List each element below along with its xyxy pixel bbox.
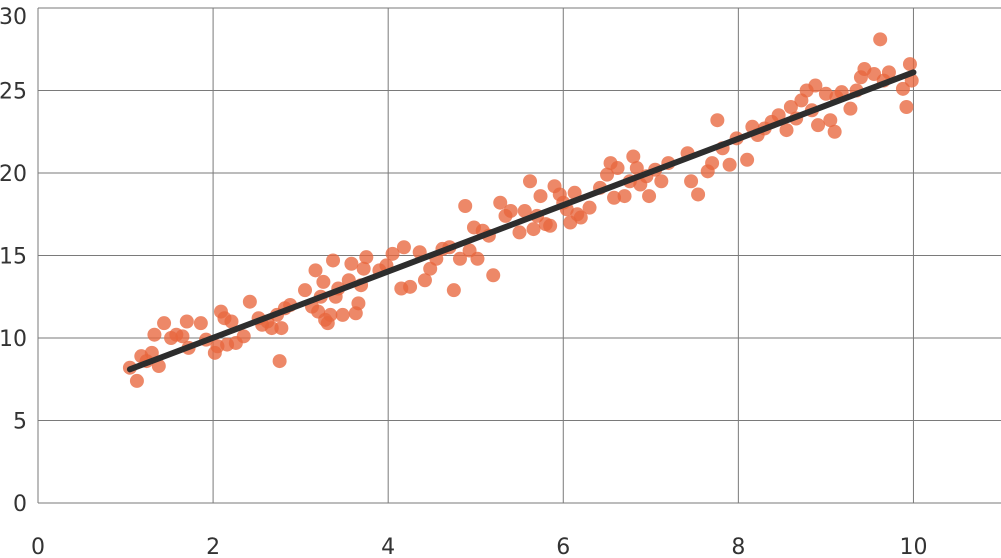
data-point: [899, 100, 914, 114]
data-point: [224, 314, 239, 329]
data-point: [823, 113, 838, 128]
data-point: [517, 203, 532, 218]
data-point: [783, 100, 798, 114]
data-point: [533, 189, 548, 204]
data-point: [818, 86, 833, 101]
y-tick-label: 25: [0, 80, 27, 105]
data-point: [779, 123, 794, 138]
data-point: [607, 190, 622, 205]
data-point: [503, 203, 518, 218]
data-point: [298, 283, 313, 298]
data-point: [308, 263, 323, 278]
trend-line: [126, 69, 917, 373]
data-point: [316, 274, 331, 289]
data-point: [617, 189, 632, 204]
data-point: [523, 174, 538, 189]
data-point: [236, 329, 251, 344]
data-point: [326, 253, 341, 268]
data-point: [396, 240, 411, 255]
data-point: [417, 273, 432, 288]
data-point: [385, 246, 400, 261]
data-point: [335, 307, 350, 322]
data-point: [486, 268, 501, 283]
data-point: [691, 187, 706, 202]
x-tick-label: 2: [206, 535, 220, 558]
data-point: [843, 101, 858, 116]
data-point: [446, 283, 461, 298]
data-point: [242, 294, 257, 309]
data-point: [654, 174, 669, 189]
data-point: [626, 149, 641, 164]
data-point: [359, 250, 374, 265]
x-axis-ticks: 0 2 4 6 8 10: [31, 535, 927, 558]
y-tick-label: 30: [0, 5, 27, 30]
data-point: [873, 32, 888, 47]
data-point: [526, 222, 541, 237]
y-tick-label: 5: [13, 410, 27, 435]
data-point: [827, 124, 842, 139]
data-point: [493, 195, 508, 210]
data-point: [710, 113, 725, 128]
data-point: [356, 261, 371, 276]
data-point: [582, 200, 597, 215]
data-point: [351, 296, 366, 311]
trend-line-group: [126, 69, 917, 373]
data-point: [129, 373, 144, 388]
x-tick-label: 4: [381, 535, 395, 558]
data-point: [193, 316, 208, 331]
data-point: [642, 189, 657, 204]
data-point: [722, 157, 737, 172]
data-point: [629, 161, 644, 176]
data-point: [274, 321, 289, 336]
data-point: [610, 161, 625, 176]
data-point: [264, 321, 279, 336]
y-axis-ticks: 0 5 10 15 20 25 30: [0, 5, 27, 517]
y-tick-label: 20: [0, 162, 27, 187]
data-point: [600, 167, 615, 182]
data-point: [179, 314, 194, 329]
data-point: [470, 251, 485, 266]
data-point: [881, 65, 896, 80]
data-point: [144, 345, 159, 360]
x-tick-label: 6: [556, 535, 570, 558]
data-point: [458, 199, 473, 213]
y-tick-label: 15: [0, 245, 27, 270]
scatter-points: [122, 32, 919, 388]
data-point: [811, 118, 826, 133]
data-point: [902, 57, 917, 72]
data-point: [740, 152, 755, 167]
data-point: [808, 78, 823, 93]
data-point: [684, 174, 699, 189]
data-point: [175, 329, 190, 344]
data-point: [157, 316, 172, 331]
data-point: [705, 156, 720, 171]
data-point: [323, 307, 338, 322]
data-point: [272, 354, 287, 369]
data-point: [344, 256, 359, 271]
y-tick-label: 10: [0, 327, 27, 352]
data-point: [573, 210, 588, 225]
data-point: [403, 279, 418, 294]
x-tick-label: 0: [31, 535, 45, 558]
data-point: [771, 108, 786, 123]
data-point: [512, 225, 527, 240]
data-point: [452, 251, 467, 266]
x-tick-label: 8: [731, 535, 745, 558]
data-point: [895, 81, 910, 96]
data-point: [147, 327, 162, 342]
y-tick-label: 0: [13, 492, 27, 517]
grid-lines: [37, 7, 1001, 504]
data-point: [543, 218, 558, 233]
x-tick-label: 10: [899, 535, 927, 558]
